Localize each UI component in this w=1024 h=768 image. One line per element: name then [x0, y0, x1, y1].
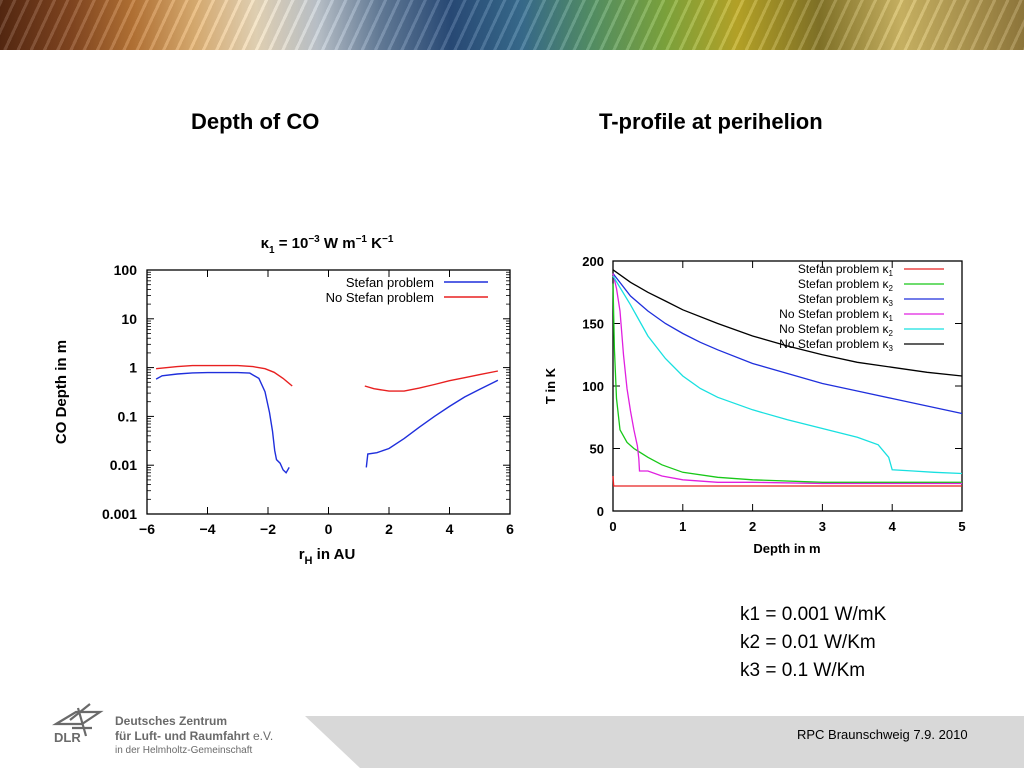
co-y-tick-label: 0.01 [110, 457, 137, 473]
co-y-tick-label: 100 [114, 262, 138, 278]
co-chart-title: κ1 = 10−3 W m−1 K−1 [261, 234, 394, 256]
t-legend-label-sub: 2 [889, 284, 894, 293]
co-y-tick-label: 0.1 [118, 408, 138, 424]
t-y-axis-label: T in K [543, 367, 558, 404]
t-series-line [612, 273, 963, 415]
logo-line-3: in der Helmholtz-Gemeinschaft [115, 745, 253, 756]
t-legend-label-main: Stefan problem κ [798, 262, 890, 276]
t-x-axis-label: Depth in m [753, 541, 820, 556]
logo-line-2: für Luft- und Raumfahrt e.V. [115, 729, 273, 743]
co-x-tick-label: −6 [139, 521, 155, 537]
t-x-tick-label: 2 [749, 519, 756, 534]
co-legend-label: No Stefan problem [326, 290, 434, 305]
t-legend-label-sub: 1 [889, 314, 894, 323]
t-profile-chart: 0 50 100 150 200 0 1 2 3 4 5 Depth in m T in K Stefan… [543, 254, 966, 556]
t-legend-label: No Stefan problem κ1 [779, 307, 893, 323]
co-legend-label: Stefan problem [346, 275, 434, 290]
t-y-tick-label: 150 [582, 317, 604, 332]
t-legend-label: Stefan problem κ2 [798, 277, 894, 293]
footer-text: RPC Braunschweig 7.9. 2010 [797, 727, 968, 742]
note-k3: k3 = 0.1 W/Km [740, 660, 866, 681]
t-legend-label: Stefan problem κ3 [798, 292, 894, 308]
logo-line-1: Deutsches Zentrum [115, 714, 228, 728]
t-legend-label-main: No Stefan problem κ [779, 337, 889, 351]
t-y-tick-label: 100 [582, 379, 604, 394]
t-series-line [612, 269, 963, 377]
note-k2: k2 = 0.01 W/Km [740, 632, 876, 653]
t-series-line [612, 275, 963, 475]
logo-line-2-text: für Luft- und Raumfahrt [115, 729, 250, 743]
co-y-axis-label: CO Depth in m [53, 340, 70, 444]
conductivity-notes: k1 = 0.001 W/mK k2 = 0.01 W/Km k3 = 0.1 … [740, 601, 886, 685]
header-banner-image [0, 0, 1024, 50]
co-depth-chart: κ1 = 10−3 W m−1 K−1 0.001 0.01 0.1 1 10 100 −6 −… [53, 234, 514, 567]
t-series-line [612, 283, 962, 483]
co-x-tick-label: −2 [260, 521, 276, 537]
co-y-tick-label: 0.001 [102, 506, 137, 522]
logo-line-2-suffix: e.V. [253, 729, 274, 743]
co-x-axis-label: rH in AU [299, 546, 356, 567]
t-x-tick-label: 4 [889, 519, 897, 534]
t-x-tick-label: 0 [609, 519, 616, 534]
footer-band [305, 716, 1024, 768]
co-x-tick-label: 4 [446, 521, 454, 537]
t-x-tick-label: 1 [679, 519, 686, 534]
co-x-tick-label: 6 [506, 521, 514, 537]
t-legend-label-sub: 3 [889, 344, 894, 353]
co-x-tick-label: 0 [325, 521, 333, 537]
t-legend-label-main: Stefan problem κ [798, 292, 890, 306]
t-y-tick-label: 200 [582, 254, 604, 269]
t-y-tick-label: 50 [590, 442, 604, 457]
t-series-line [612, 475, 962, 487]
t-x-tick-label: 3 [819, 519, 826, 534]
co-y-tick-label: 10 [121, 311, 137, 327]
co-x-tick-label: 2 [385, 521, 393, 537]
t-legend-label: No Stefan problem κ2 [779, 322, 893, 338]
t-legend-label-main: Stefan problem κ [798, 277, 890, 291]
left-chart-heading: Depth of CO [191, 109, 320, 134]
t-legend-label-main: No Stefan problem κ [779, 307, 889, 321]
dlr-logo: DLR Deutsches Zentrum für Luft- und Raum… [52, 698, 292, 760]
t-series-line [612, 273, 962, 485]
t-legend-label-sub: 3 [889, 299, 894, 308]
dlr-emblem-icon [52, 703, 104, 737]
co-series-line [155, 371, 290, 474]
logo-mark: DLR [54, 730, 81, 745]
co-series-line [365, 379, 499, 468]
t-legend-label: Stefan problem κ1 [798, 262, 894, 278]
co-plot-frame [146, 269, 511, 515]
t-legend-label: No Stefan problem κ3 [779, 337, 893, 353]
t-legend-label-main: No Stefan problem κ [779, 322, 889, 336]
co-y-tick-label: 1 [129, 360, 137, 376]
co-series-line [364, 370, 499, 392]
t-legend-label-sub: 2 [889, 329, 894, 338]
co-series-line [156, 364, 293, 387]
note-k1: k1 = 0.001 W/mK [740, 604, 887, 625]
right-chart-heading: T-profile at perihelion [599, 109, 823, 134]
t-legend-label-sub: 1 [889, 269, 894, 278]
t-y-tick-label: 0 [597, 504, 604, 519]
t-x-tick-label: 5 [958, 519, 965, 534]
co-x-tick-label: −4 [200, 521, 216, 537]
